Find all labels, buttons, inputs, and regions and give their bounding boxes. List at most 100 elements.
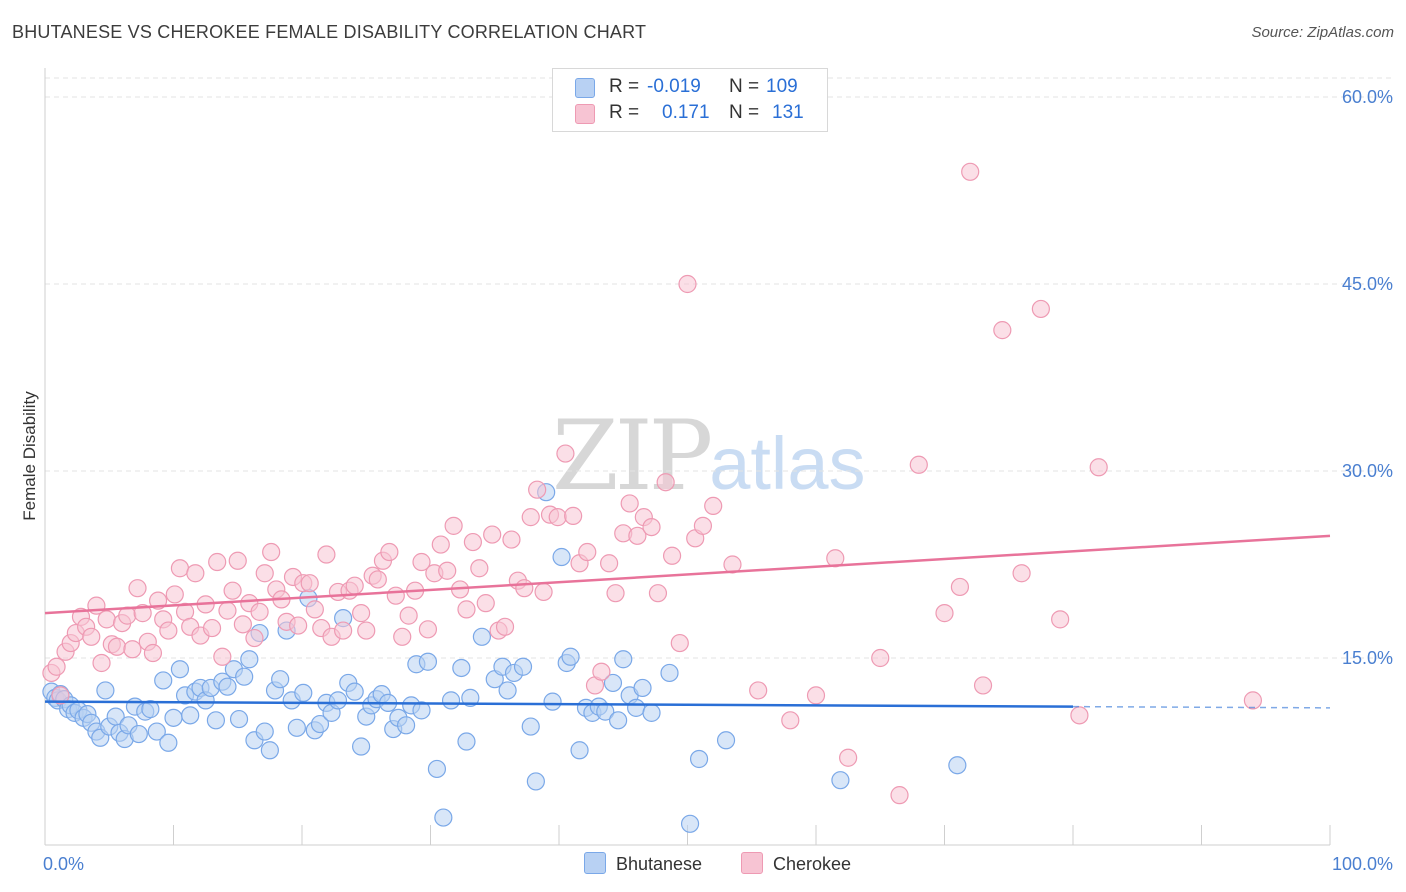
cherokee-point-117 bbox=[871, 648, 890, 668]
cherokee-point-120 bbox=[935, 604, 954, 623]
bhutanese-point-106 bbox=[680, 814, 700, 833]
watermark-zip: ZIP bbox=[552, 400, 713, 512]
cherokee-point-127 bbox=[1051, 610, 1070, 629]
cherokee-point-78 bbox=[476, 594, 495, 613]
trend-layer bbox=[44, 534, 1331, 709]
cherokee-point-113 bbox=[781, 711, 800, 730]
correlation-legend: R = -0.019 N = 109 R = 0.171 N = 131 bbox=[552, 68, 828, 132]
cherokee-point-110 bbox=[704, 496, 723, 516]
cherokee-point-10 bbox=[92, 653, 111, 673]
legend-r-label: R = bbox=[609, 102, 640, 123]
bhutanese-point-79 bbox=[461, 688, 480, 707]
cherokee-point-96 bbox=[600, 554, 619, 573]
cherokee-point-129 bbox=[1089, 458, 1108, 477]
watermark: ZIPatlas bbox=[552, 400, 866, 512]
bhutanese-point-40 bbox=[235, 667, 254, 686]
bhutanese-point-75 bbox=[434, 808, 453, 827]
cherokee-point-41 bbox=[255, 564, 274, 583]
bhutanese-point-104 bbox=[642, 703, 661, 722]
cherokee-point-97 bbox=[606, 584, 625, 603]
cherokee-point-31 bbox=[202, 618, 222, 638]
bhutanese-point-73 bbox=[418, 652, 438, 671]
cherokee-point-82 bbox=[502, 530, 521, 549]
bhutanese-point-86 bbox=[521, 717, 540, 736]
cherokee-point-23 bbox=[159, 621, 178, 640]
legend-r-value-bhutanese: -0.019 bbox=[647, 76, 701, 97]
cherokee-point-71 bbox=[431, 535, 450, 554]
cherokee-point-39 bbox=[245, 628, 264, 648]
cherokee-point-81 bbox=[495, 617, 515, 636]
cherokee-point-76 bbox=[463, 532, 483, 552]
cherokee-point-89 bbox=[548, 508, 567, 527]
tick-label-layer: 15.0% 30.0% 45.0% 60.0% 0.0% 100.0% bbox=[43, 87, 1393, 874]
cherokee-point-52 bbox=[317, 545, 336, 564]
cherokee-point-103 bbox=[648, 584, 668, 603]
cherokee-point-121 bbox=[950, 577, 970, 597]
points-layer bbox=[42, 162, 1263, 833]
cherokee-point-18 bbox=[133, 604, 152, 623]
cherokee-point-42 bbox=[262, 542, 281, 562]
bhutanese-point-108 bbox=[716, 731, 736, 750]
cherokee-point-35 bbox=[223, 581, 242, 600]
cherokee-point-66 bbox=[399, 606, 418, 625]
cherokee-point-100 bbox=[628, 526, 647, 545]
legend-n-value-cherokee: 131 bbox=[772, 102, 804, 123]
cherokee-point-57 bbox=[345, 576, 364, 595]
bhutanese-point-74 bbox=[427, 759, 447, 779]
cherokee-point-49 bbox=[300, 574, 319, 593]
bhutanese-point-90 bbox=[552, 547, 571, 567]
bhutanese-point-47 bbox=[271, 670, 290, 689]
bottom-legend-label-cherokee: Cherokee bbox=[773, 854, 852, 874]
bhutanese-point-30 bbox=[181, 706, 200, 725]
bhutanese-point-110 bbox=[948, 756, 967, 775]
cherokee-point-124 bbox=[993, 321, 1012, 340]
watermark-atlas: atlas bbox=[709, 422, 866, 505]
y-tick-label-45: 45.0% bbox=[1342, 274, 1393, 294]
cherokee-point-61 bbox=[368, 570, 387, 589]
cherokee-point-90 bbox=[556, 444, 575, 463]
bhutanese-point-83 bbox=[498, 681, 517, 700]
cherokee-point-102 bbox=[642, 517, 661, 537]
legend-n-label: N = bbox=[729, 76, 760, 97]
cherokee-point-32 bbox=[208, 552, 227, 572]
bhutanese-point-39 bbox=[229, 709, 249, 729]
legend-swatch-cherokee bbox=[575, 104, 595, 124]
bhutanese-trend-line bbox=[44, 700, 1074, 708]
bhutanese-point-51 bbox=[294, 683, 313, 703]
cherokee-point-87 bbox=[534, 582, 553, 602]
cherokee-point-118 bbox=[890, 786, 909, 805]
bhutanese-point-35 bbox=[206, 711, 226, 730]
bhutanese-point-77 bbox=[452, 658, 471, 678]
cherokee-point-75 bbox=[457, 600, 476, 619]
axis-layer bbox=[44, 68, 1331, 846]
cherokee-point-47 bbox=[289, 616, 308, 635]
cherokee-point-17 bbox=[128, 579, 147, 598]
bottom-legend-swatch-bhutanese bbox=[584, 852, 606, 874]
grid-layer bbox=[45, 77, 1395, 659]
cherokee-point-116 bbox=[839, 748, 858, 767]
cherokee-point-125 bbox=[1012, 564, 1031, 583]
cherokee-point-68 bbox=[412, 552, 431, 572]
legend-r-value-cherokee: 0.171 bbox=[662, 102, 710, 123]
cherokee-point-73 bbox=[444, 516, 463, 535]
cherokee-point-8 bbox=[82, 627, 101, 646]
bhutanese-point-102 bbox=[626, 698, 646, 717]
bhutanese-point-99 bbox=[609, 711, 628, 730]
cherokee-point-84 bbox=[515, 579, 534, 598]
cherokee-trend-line bbox=[44, 534, 1331, 615]
bhutanese-point-14 bbox=[96, 681, 115, 700]
cherokee-point-65 bbox=[393, 627, 412, 646]
cherokee-point-122 bbox=[961, 162, 980, 181]
bhutanese-point-44 bbox=[255, 722, 274, 741]
cherokee-point-58 bbox=[352, 604, 371, 623]
bhutanese-point-76 bbox=[441, 691, 461, 710]
bhutanese-point-92 bbox=[561, 647, 580, 666]
cherokee-point-2 bbox=[51, 686, 70, 705]
legend-n-label: N = bbox=[729, 102, 760, 123]
bhutanese-point-41 bbox=[240, 650, 259, 669]
bhutanese-point-26 bbox=[159, 733, 178, 752]
chart-source: Source: ZipAtlas.com bbox=[1251, 24, 1394, 41]
bhutanese-point-103 bbox=[633, 678, 652, 698]
cherokee-point-69 bbox=[418, 620, 438, 639]
